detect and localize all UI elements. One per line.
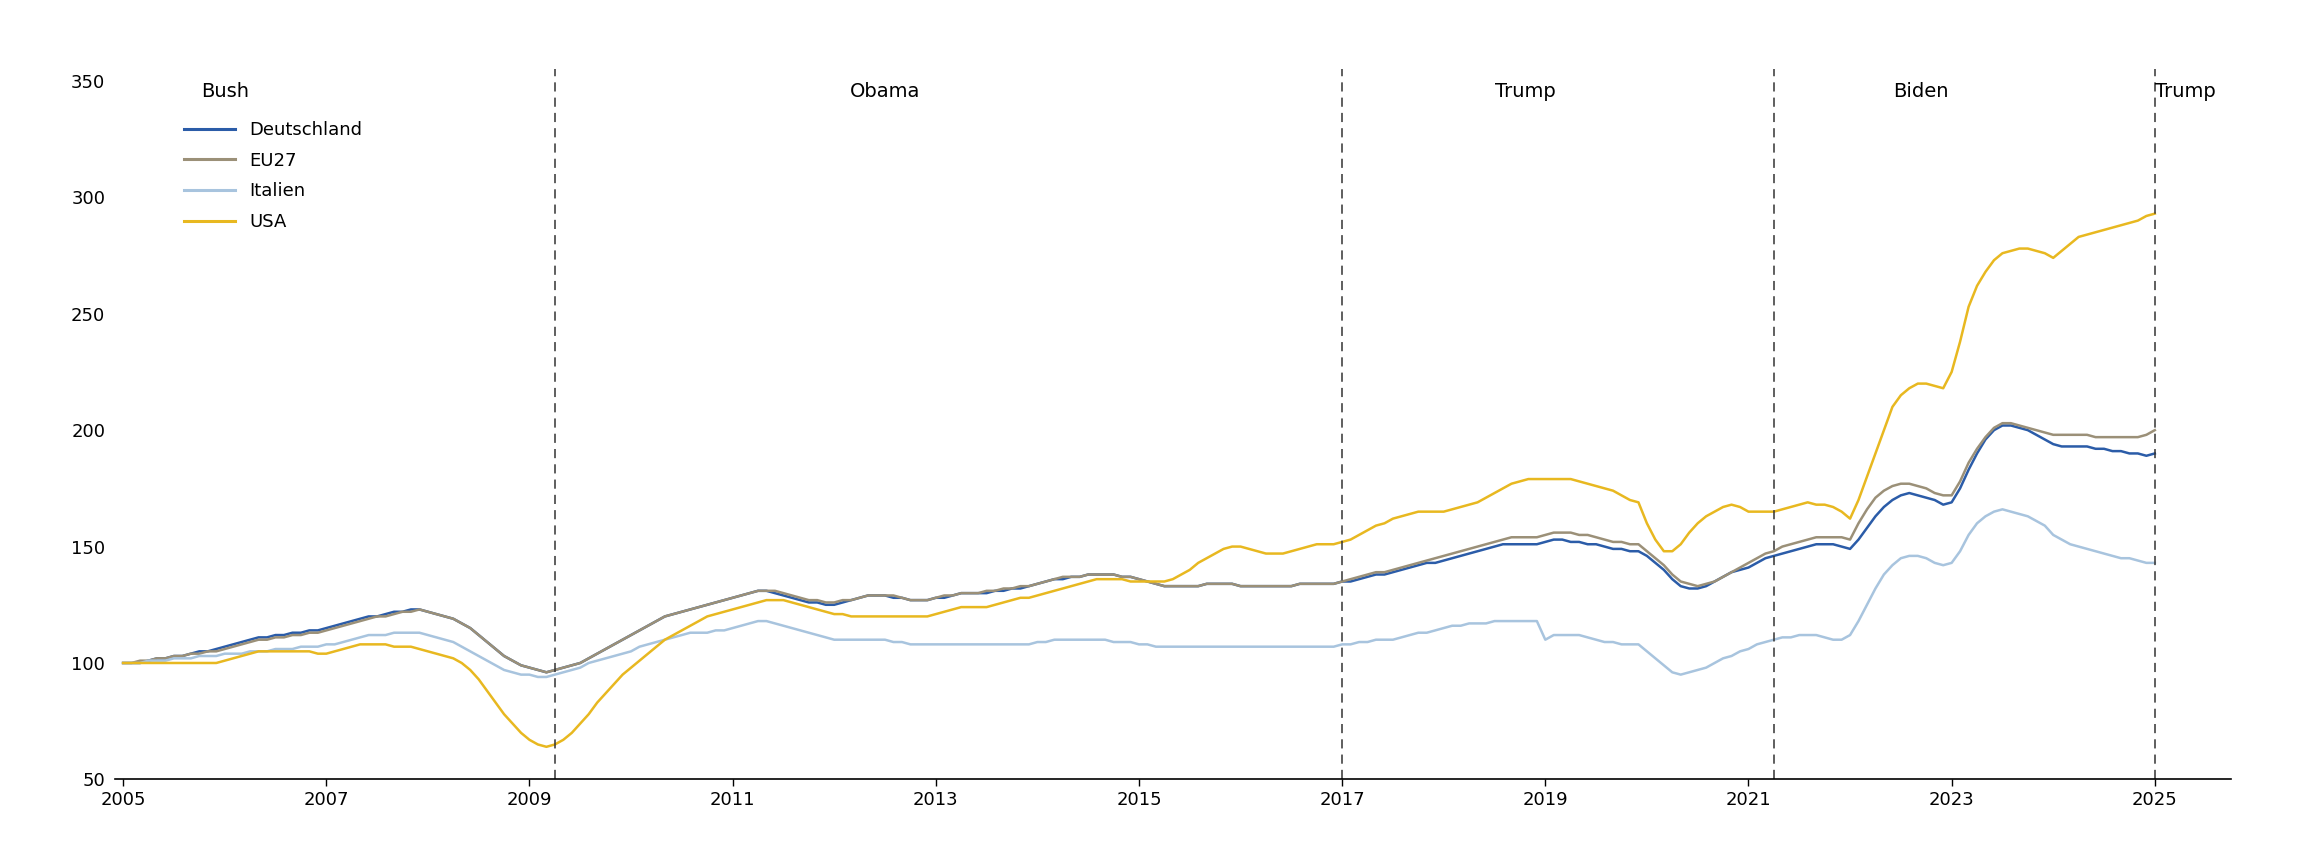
USA [1617, 494, 1644, 505]
USA [1753, 507, 1780, 517]
EU27 [534, 667, 561, 677]
Italien [1617, 639, 1644, 650]
USA [2141, 209, 2169, 219]
USA [110, 658, 138, 669]
Deutschland [2132, 450, 2160, 461]
Deutschland [888, 592, 915, 603]
USA [338, 642, 366, 652]
EU27 [1990, 418, 2017, 429]
Deutschland [110, 658, 138, 669]
EU27 [2141, 425, 2169, 436]
EU27 [338, 618, 366, 629]
Line: USA: USA [124, 214, 2155, 746]
Deutschland [1753, 553, 1780, 564]
Line: Italien: Italien [124, 509, 2155, 677]
Text: Trump: Trump [1495, 81, 1555, 100]
Italien [338, 635, 366, 645]
Deutschland [338, 616, 366, 626]
Italien [2141, 558, 2169, 568]
Text: Biden: Biden [1893, 81, 1948, 100]
Text: Bush: Bush [200, 81, 248, 100]
EU27 [2132, 430, 2160, 440]
USA [2123, 216, 2150, 226]
EU27 [1617, 539, 1644, 549]
Deutschland [534, 667, 561, 677]
Line: EU27: EU27 [124, 423, 2155, 672]
Italien [1990, 504, 2017, 514]
Italien [1753, 637, 1780, 647]
Italien [1276, 642, 1304, 652]
USA [1276, 546, 1304, 557]
Deutschland [1617, 546, 1644, 557]
EU27 [1276, 581, 1304, 591]
Deutschland [1276, 581, 1304, 591]
EU27 [110, 658, 138, 669]
USA [888, 611, 915, 622]
EU27 [888, 592, 915, 603]
Italien [2132, 558, 2160, 568]
Deutschland [2141, 449, 2169, 459]
Line: Deutschland: Deutschland [124, 425, 2155, 672]
EU27 [1753, 548, 1780, 559]
USA [534, 741, 561, 752]
Italien [524, 672, 552, 682]
Deutschland [1990, 420, 2017, 430]
Text: Obama: Obama [849, 81, 920, 100]
Italien [888, 637, 915, 647]
Legend: Deutschland, EU27, Italien, USA: Deutschland, EU27, Italien, USA [177, 113, 370, 238]
Italien [110, 658, 138, 669]
Text: Trump: Trump [2155, 81, 2215, 100]
